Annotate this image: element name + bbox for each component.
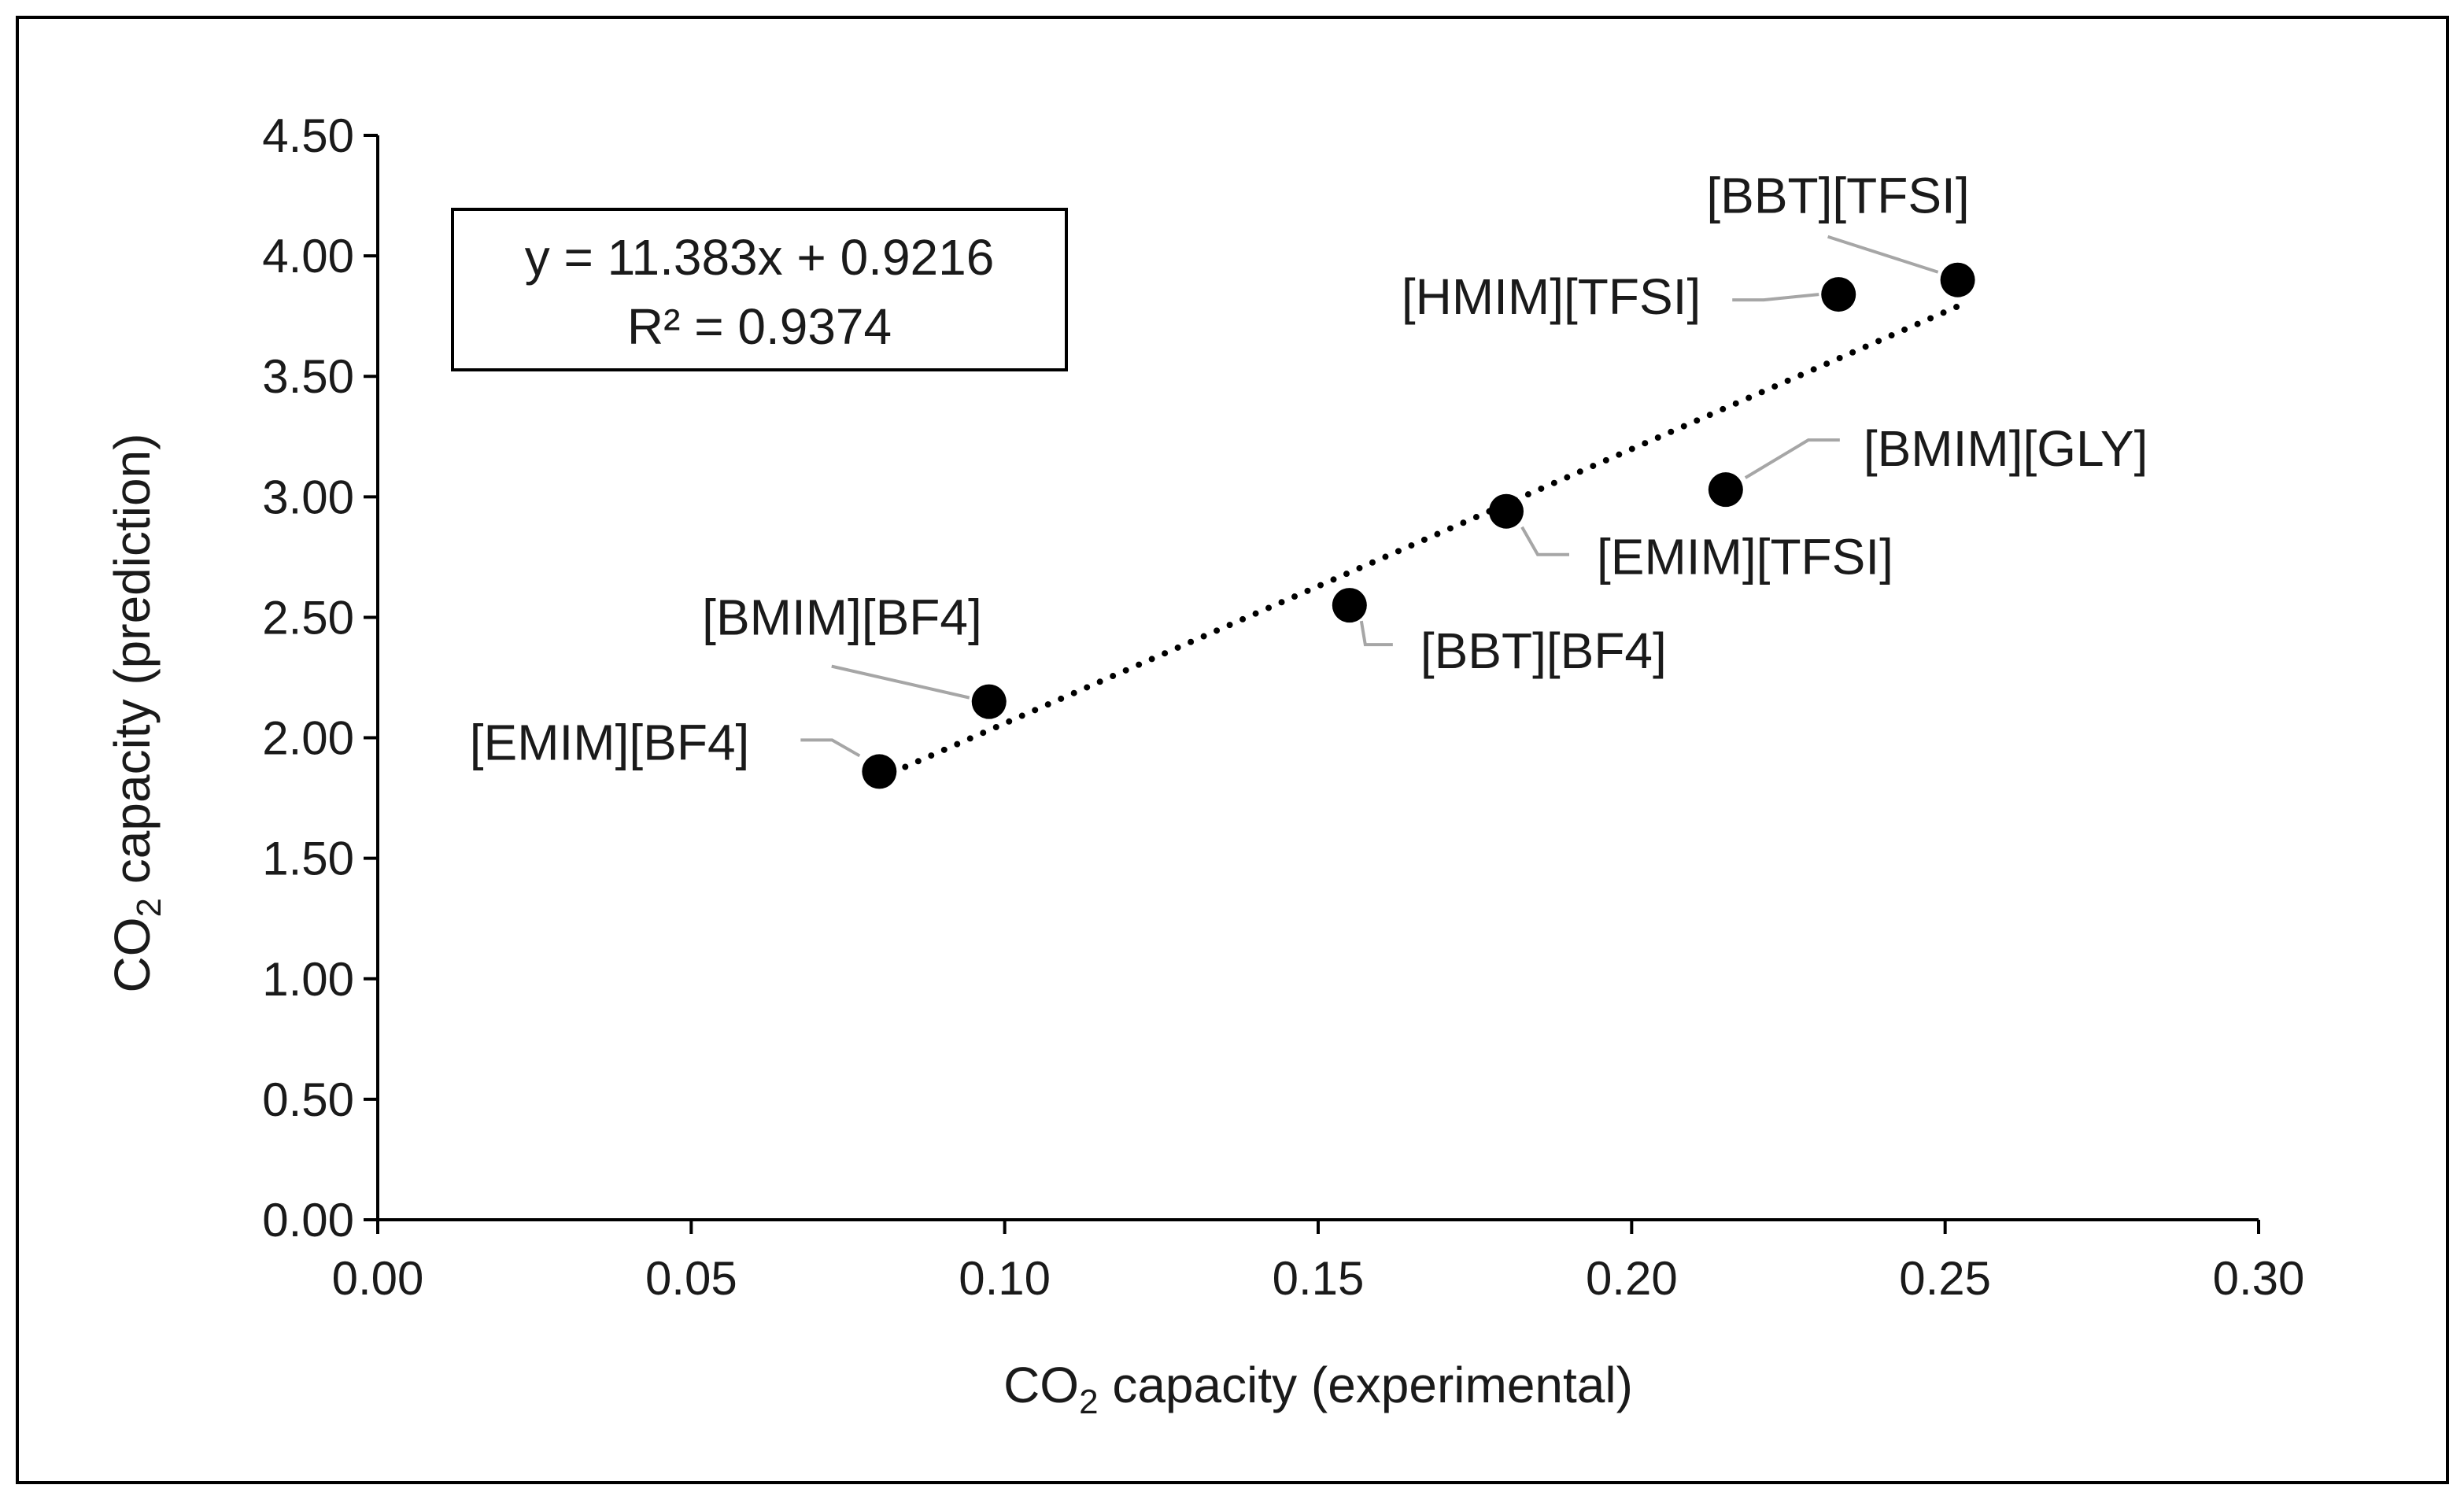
leader-line (1827, 235, 1939, 274)
x-axis-title: CO2 capacity (experimental) (1003, 1357, 1633, 1421)
trendline-equation: y = 11.383x + 0.9216 (525, 229, 995, 286)
chart-frame (16, 16, 2449, 1484)
x-tick-label: 0.25 (1899, 1252, 1991, 1305)
data-point (1821, 277, 1856, 312)
data-point-label: [BMIM][GLY] (1864, 420, 2148, 477)
x-tick-label: 0.05 (645, 1252, 737, 1305)
x-tick-label: 0.30 (2213, 1252, 2305, 1305)
data-point-label: [BBT][TFSI] (1706, 168, 1969, 224)
data-point (1708, 472, 1743, 508)
leader-line (800, 738, 861, 758)
y-axis-title: CO2 capacity (prediction) (104, 434, 168, 993)
x-tick-label: 0.15 (1273, 1252, 1365, 1305)
data-point-label: [BMIM][BF4] (702, 589, 982, 646)
leader-line (1744, 438, 1840, 479)
x-tick-label: 0.10 (959, 1252, 1051, 1305)
y-tick-label: 2.00 (262, 712, 354, 765)
data-point (1489, 493, 1524, 529)
leader-line (1359, 620, 1393, 647)
equation-box-border (451, 208, 1068, 371)
y-tick-label: 3.50 (262, 350, 354, 403)
data-point-label: [BBT][BF4] (1420, 622, 1667, 679)
leader-line (1520, 526, 1569, 556)
x-tick-label: 0.20 (1586, 1252, 1678, 1305)
data-point (1940, 262, 1975, 297)
x-tick-label: 0.00 (332, 1252, 424, 1305)
y-tick-label: 4.50 (262, 109, 354, 162)
y-tick-label: 4.00 (262, 230, 354, 283)
y-tick-label: 3.00 (262, 471, 354, 523)
y-tick-label: 2.50 (262, 591, 354, 644)
data-point (971, 684, 1007, 719)
leader-line (1732, 293, 1819, 302)
y-tick-label: 1.00 (262, 953, 354, 1006)
trendline (876, 303, 1961, 781)
data-point-label: [HMIM][TFSI] (1402, 268, 1701, 325)
trendline-r-squared: R² = 0.9374 (627, 298, 892, 355)
trendline-equation-box: y = 11.383x + 0.9216 R² = 0.9374 (451, 208, 1068, 371)
data-point-label: [EMIM][TFSI] (1597, 529, 1893, 585)
y-tick-label: 0.50 (262, 1073, 354, 1126)
y-tick-label: 1.50 (262, 833, 354, 885)
data-point-label: [EMIM][BF4] (470, 714, 750, 770)
data-point (1332, 588, 1367, 623)
y-tick-label: 0.00 (262, 1194, 354, 1247)
leader-line (831, 664, 970, 700)
data-point (862, 754, 897, 789)
